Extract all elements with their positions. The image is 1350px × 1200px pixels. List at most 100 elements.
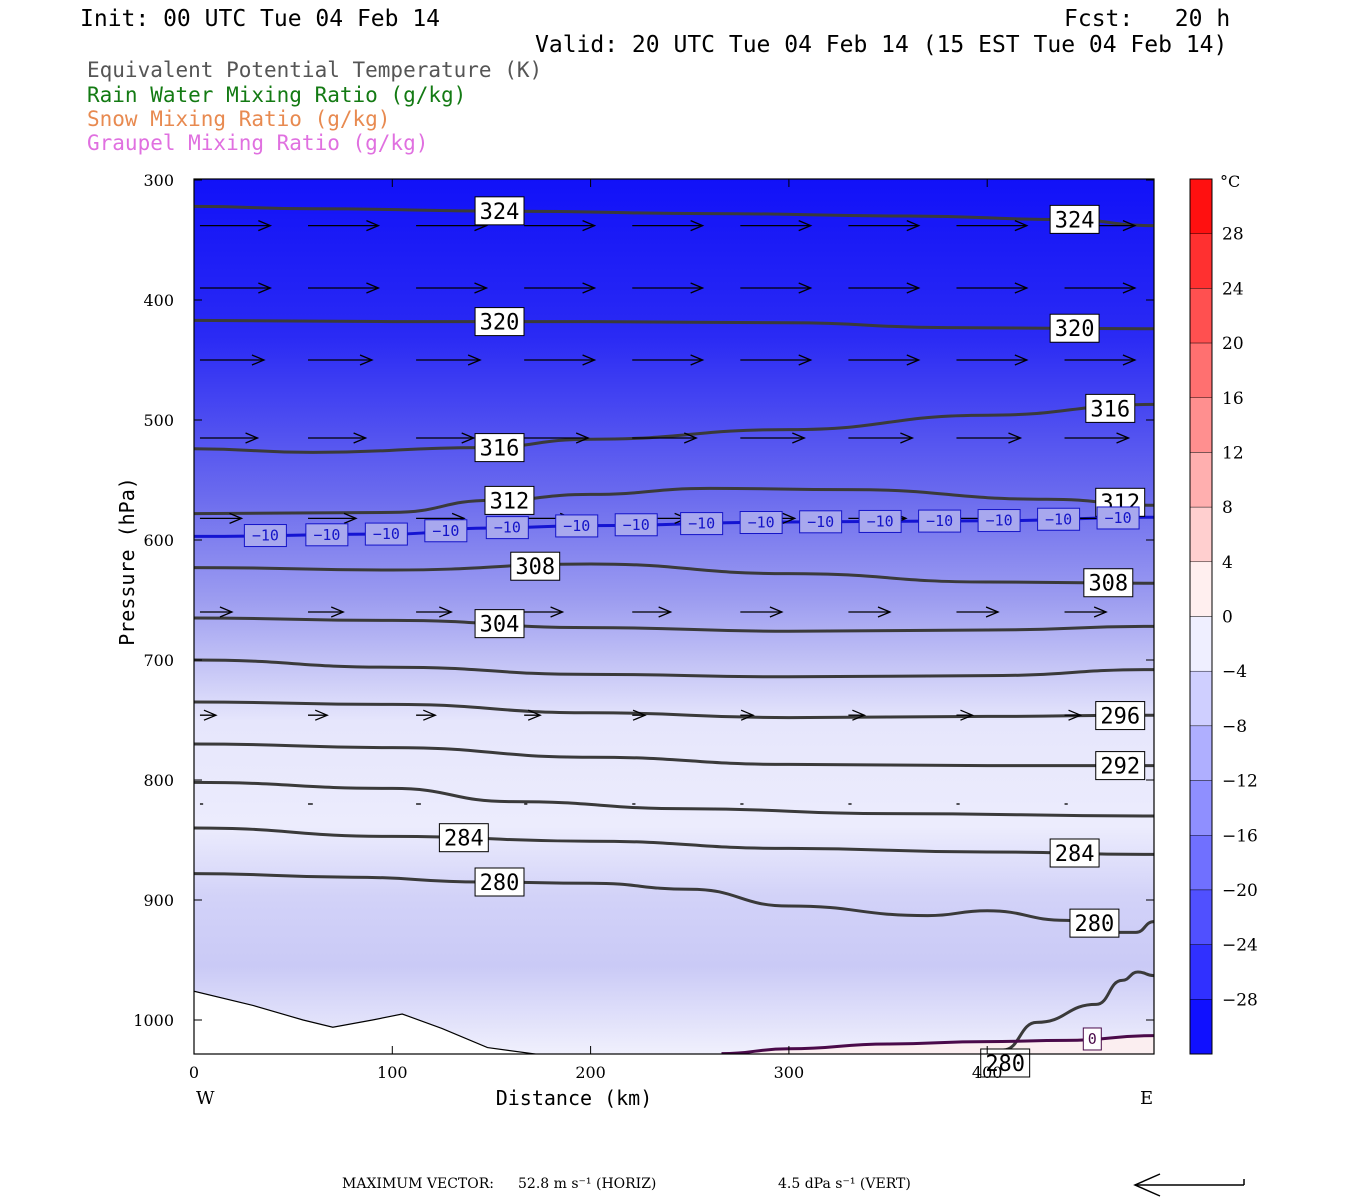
y-tick-label: 400 xyxy=(143,291,174,310)
theta-e-label-box xyxy=(510,551,561,581)
colorbar-bin xyxy=(1189,616,1213,672)
wind-vector-head xyxy=(1014,282,1029,294)
wind-vector-head xyxy=(1122,220,1137,232)
terrain-fill xyxy=(194,991,1154,1054)
y-tick-label: 500 xyxy=(143,411,174,430)
colorbar-tick-label: −28 xyxy=(1222,990,1258,1010)
theta-e-label-box xyxy=(484,485,535,515)
theta-e-label: 284 xyxy=(444,827,484,852)
theta-e-label: 280 xyxy=(985,1052,1025,1077)
theta-e-label-box xyxy=(1095,751,1146,781)
wind-vector-head xyxy=(461,432,476,444)
temperature-label-box xyxy=(243,524,287,548)
wind-vector-head xyxy=(251,354,266,366)
temperature-label-box xyxy=(1082,1027,1102,1051)
colorbar-frame xyxy=(1189,178,1213,1055)
wind-vector-head xyxy=(582,220,597,232)
init-time: Init: 00 UTC Tue 04 Feb 14 xyxy=(80,6,441,32)
theta-e-contour-304 xyxy=(194,616,1154,633)
colorbar-bin xyxy=(1189,178,1213,234)
wind-vector-head xyxy=(359,354,374,366)
wind-vector-head xyxy=(527,709,542,721)
colorbar-bin xyxy=(1189,561,1213,617)
theta-e-contour-292 xyxy=(194,742,1154,768)
temperature-label: −10 xyxy=(1105,509,1132,527)
wind-vector-head xyxy=(1122,282,1137,294)
theta-e-label-box xyxy=(474,196,525,226)
theta-e-contour-288 xyxy=(194,780,1154,818)
theta-e-label: 316 xyxy=(480,437,520,462)
theta-e-label: 316 xyxy=(1090,397,1130,422)
wind-vector-head xyxy=(343,512,358,525)
colorbar-tick-label: 24 xyxy=(1222,279,1244,299)
wind-vector-head xyxy=(769,606,784,618)
colorbar-bin xyxy=(1189,725,1213,781)
wind-vector-head xyxy=(632,709,647,721)
x-tick-label: 300 xyxy=(774,1063,805,1082)
theta-e-contour-320 xyxy=(194,318,1154,331)
theta-e-label-box xyxy=(1069,908,1120,938)
theta-e-label: 304 xyxy=(480,613,520,638)
reference-vector-arrow xyxy=(1133,1173,1245,1197)
colorbar-unit: °C xyxy=(1220,172,1240,191)
colorbar-bin xyxy=(1189,999,1213,1055)
wind-vector-head xyxy=(229,512,244,525)
legend-graupel: Graupel Mixing Ratio (g/kg) xyxy=(87,131,429,155)
y-tick-label: 600 xyxy=(143,531,174,550)
x-tick-label: 400 xyxy=(972,1063,1003,1082)
wind-vector-head xyxy=(740,709,755,721)
wind-vector-head xyxy=(366,220,381,232)
colorbar-bin xyxy=(1189,452,1213,508)
colorbar-tick-label: −16 xyxy=(1222,826,1258,846)
colorbar-bin xyxy=(1189,506,1213,563)
wind-vector-head xyxy=(792,432,807,444)
theta-e-label: 312 xyxy=(490,489,530,514)
temperature-label: −10 xyxy=(688,515,715,533)
max-vector-horiz: 52.8 m s⁻¹ (HORIZ) xyxy=(518,1176,657,1192)
temperature-label-box xyxy=(555,514,599,538)
theta-e-label-box xyxy=(1085,393,1136,423)
wind-vector-head xyxy=(1116,432,1131,444)
temperature-label-box xyxy=(918,509,962,533)
wind-vector-head xyxy=(1093,606,1108,618)
colorbar-bin xyxy=(1189,288,1213,344)
wind-vector-head xyxy=(798,220,813,232)
wind-vector-head xyxy=(245,432,260,444)
wind-vector-head xyxy=(1068,709,1083,721)
wind-vector-head xyxy=(690,354,705,366)
wind-vector-head xyxy=(877,606,892,618)
temperature-label-box xyxy=(614,513,658,537)
colorbar-bin xyxy=(1189,780,1213,836)
temperature-label: −10 xyxy=(1045,510,1072,528)
legend-snow: Snow Mixing Ratio (g/kg) xyxy=(87,107,391,131)
theta-e-label: 324 xyxy=(480,200,520,225)
x-east-label: E xyxy=(1140,1088,1153,1109)
theta-e-label: 320 xyxy=(1055,317,1095,342)
wind-vector-head xyxy=(258,282,273,294)
wind-vector-head xyxy=(906,354,921,366)
wind-vector-head xyxy=(782,512,797,525)
colorbar-tick-label: −12 xyxy=(1222,772,1258,792)
theta-e-label: 280 xyxy=(1075,912,1115,937)
colorbar-tick-label: −24 xyxy=(1222,936,1258,956)
max-vector-vert: 4.5 dPa s⁻¹ (VERT) xyxy=(778,1176,911,1192)
wind-vector-head xyxy=(1014,220,1029,232)
temperature-label: −10 xyxy=(563,517,590,535)
wind-vector-head xyxy=(582,282,597,294)
temperature-shading xyxy=(194,179,1154,1054)
temperature-label-box xyxy=(680,512,724,536)
theta-e-label-box xyxy=(438,823,489,853)
theta-e-contour-312 xyxy=(194,486,1154,516)
colorbar-bin xyxy=(1189,397,1213,453)
plot-frame xyxy=(193,178,1155,1055)
temperature-label: −10 xyxy=(807,513,834,531)
wind-vector-head xyxy=(1014,354,1029,366)
temperature-label: −10 xyxy=(926,512,953,530)
wind-vector-head xyxy=(960,709,975,721)
x-tick-label: 0 xyxy=(189,1063,199,1082)
theta-e-contour-308 xyxy=(194,562,1154,585)
wind-vector-head xyxy=(467,354,482,366)
legend-theta-e: Equivalent Potential Temperature (K) xyxy=(87,58,543,82)
theta-e-label-box xyxy=(1049,204,1100,234)
